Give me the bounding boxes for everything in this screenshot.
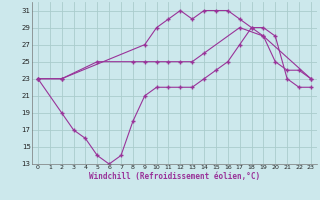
X-axis label: Windchill (Refroidissement éolien,°C): Windchill (Refroidissement éolien,°C)	[89, 172, 260, 181]
